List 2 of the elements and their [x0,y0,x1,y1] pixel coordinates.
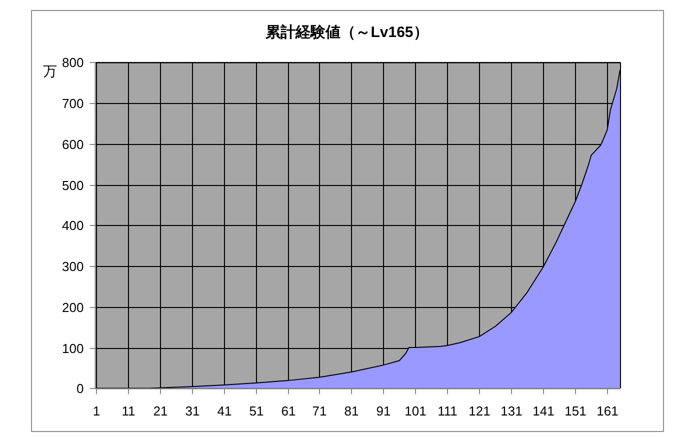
y-axis-title: 万 [43,63,57,79]
title: 累計経験値（～Lv165） [266,24,428,41]
